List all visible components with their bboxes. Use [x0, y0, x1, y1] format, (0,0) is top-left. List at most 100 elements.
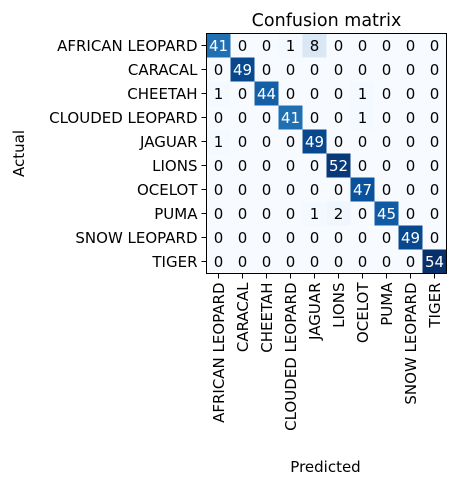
heatmap-cell-r1-c1: [230, 57, 255, 82]
cell-value-r0-c5: 0: [334, 37, 344, 55]
cell-value-r6-c9: 0: [430, 181, 440, 199]
cell-value-r4-c1: 0: [238, 133, 248, 151]
cell-value-r9-c4: 0: [310, 253, 320, 271]
x-tick-label: JAGUAR: [306, 283, 324, 341]
heatmap-cell-r6-c1: [230, 177, 255, 202]
heatmap-cell-r1-c3: [278, 57, 303, 82]
cell-value-r2-c1: 0: [238, 85, 248, 103]
cell-value-r7-c2: 0: [262, 205, 272, 223]
cell-value-r0-c2: 0: [262, 37, 272, 55]
heatmap-cell-r8-c0: [206, 225, 231, 250]
heatmap-cell-r8-c1: [230, 225, 255, 250]
heatmap-cell-r9-c2: [254, 249, 279, 274]
heatmap-cell-r6-c9: [422, 177, 447, 202]
cell-value-r8-c7: 0: [382, 229, 392, 247]
heatmap-cell-r5-c0: [206, 153, 231, 178]
cell-value-r6-c6: 47: [353, 181, 372, 199]
y-tick-label: SNOW LEOPARD: [75, 229, 197, 247]
cell-value-r9-c1: 0: [238, 253, 248, 271]
cell-value-r6-c1: 0: [238, 181, 248, 199]
heatmap-cell-r1-c7: [374, 57, 399, 82]
heatmap-cell-r3-c1: [230, 105, 255, 130]
heatmap-cell-r8-c9: [422, 225, 447, 250]
cell-value-r3-c5: 0: [334, 109, 344, 127]
cell-value-r2-c2: 44: [257, 85, 276, 103]
heatmap-cell-r9-c4: [302, 249, 327, 274]
heatmap-cell-r2-c2: [254, 81, 279, 106]
heatmap-cell-r3-c9: [422, 105, 447, 130]
cell-value-r0-c7: 0: [382, 37, 392, 55]
heatmap-cell-r4-c9: [422, 129, 447, 154]
x-axis-ticks: AFRICAN LEOPARD CARACAL CHEETAH CLOUDED LEO…: [210, 273, 444, 431]
cell-value-r3-c8: 0: [406, 109, 416, 127]
heatmap-cell-r7-c1: [230, 201, 255, 226]
heatmap-cell-r7-c8: [398, 201, 423, 226]
heatmap-cell-r1-c8: [398, 57, 423, 82]
heatmap-cell-r9-c9: [422, 249, 447, 274]
x-tick-label: CARACAL: [234, 282, 252, 352]
heatmap-cell-r2-c0: [206, 81, 231, 106]
cell-value-r6-c0: 0: [214, 181, 224, 199]
heatmap-cell-r2-c6: [350, 81, 375, 106]
heatmap-cell-r0-c1: [230, 33, 255, 58]
heatmap-cell-r4-c0: [206, 129, 231, 154]
heatmap-cell-r0-c5: [326, 33, 351, 58]
plot-frame: [206, 33, 447, 274]
x-tick-label: AFRICAN LEOPARD: [210, 283, 228, 423]
heatmap-cell-r7-c2: [254, 201, 279, 226]
cell-value-r1-c5: 0: [334, 61, 344, 79]
cell-value-r5-c3: 0: [286, 157, 296, 175]
heatmap-cell-r3-c8: [398, 105, 423, 130]
y-tick-label: TIGER: [151, 253, 197, 271]
cell-value-r4-c3: 0: [286, 133, 296, 151]
cell-value-r8-c8: 49: [401, 229, 420, 247]
y-tick-label: PUMA: [154, 205, 198, 223]
heatmap-cell-r0-c6: [350, 33, 375, 58]
cell-value-r9-c0: 0: [214, 253, 224, 271]
cell-value-r6-c7: 0: [382, 181, 392, 199]
cell-value-r6-c2: 0: [262, 181, 272, 199]
cell-value-r0-c8: 0: [406, 37, 416, 55]
y-tick-label: OCELOT: [137, 181, 198, 199]
heatmap-cell-r5-c7: [374, 153, 399, 178]
cell-value-r7-c9: 0: [430, 205, 440, 223]
heatmap-cell-r2-c3: [278, 81, 303, 106]
cell-value-r4-c9: 0: [430, 133, 440, 151]
heatmap-cell-r4-c8: [398, 129, 423, 154]
heatmap-cell-r4-c3: [278, 129, 303, 154]
cell-value-r2-c6: 1: [358, 85, 368, 103]
heatmap-cell-r8-c3: [278, 225, 303, 250]
cell-value-r1-c8: 0: [406, 61, 416, 79]
cell-value-r5-c4: 0: [310, 157, 320, 175]
cell-value-r3-c1: 0: [238, 109, 248, 127]
cell-value-r2-c8: 0: [406, 85, 416, 103]
heatmap-cell-r1-c5: [326, 57, 351, 82]
heatmap-cell-r9-c5: [326, 249, 351, 274]
heatmap-cell-r3-c6: [350, 105, 375, 130]
heatmap-cell-r1-c2: [254, 57, 279, 82]
heatmap-cell-r4-c4: [302, 129, 327, 154]
cell-value-r3-c4: 0: [310, 109, 320, 127]
heatmap-cell-r3-c4: [302, 105, 327, 130]
cell-value-r0-c1: 0: [238, 37, 248, 55]
heatmap-cell-r8-c2: [254, 225, 279, 250]
heatmap-cell-r2-c5: [326, 81, 351, 106]
x-tick-label: CHEETAH: [258, 283, 276, 353]
y-tick-label: CHEETAH: [127, 85, 197, 103]
cell-value-r9-c5: 0: [334, 253, 344, 271]
heatmap-cell-r6-c7: [374, 177, 399, 202]
cell-value-r5-c2: 0: [262, 157, 272, 175]
cell-value-r7-c4: 1: [310, 205, 320, 223]
cell-value-r8-c2: 0: [262, 229, 272, 247]
heatmap-cell-r4-c6: [350, 129, 375, 154]
cell-value-r0-c0: 41: [209, 37, 228, 55]
heatmap-cell-r8-c5: [326, 225, 351, 250]
x-tick-label: TIGER: [426, 283, 444, 329]
heatmap-cell-r4-c2: [254, 129, 279, 154]
y-axis-ticks: AFRICAN LEOPARD CARACAL CHEETAH CLOUDED LEO…: [49, 37, 207, 271]
heatmap-cell-r5-c2: [254, 153, 279, 178]
cell-value-r9-c9: 54: [425, 253, 444, 271]
heatmap-cell-r6-c2: [254, 177, 279, 202]
cell-value-r5-c0: 0: [214, 157, 224, 175]
